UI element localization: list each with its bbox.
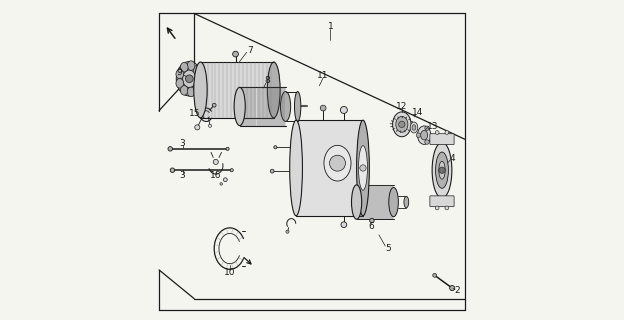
FancyBboxPatch shape	[430, 134, 454, 145]
Circle shape	[223, 178, 227, 182]
Ellipse shape	[412, 125, 416, 130]
Ellipse shape	[290, 120, 303, 216]
Ellipse shape	[280, 92, 291, 121]
Ellipse shape	[268, 62, 280, 118]
Circle shape	[274, 146, 277, 149]
Circle shape	[230, 169, 233, 172]
Circle shape	[425, 126, 429, 131]
Ellipse shape	[421, 130, 427, 140]
Circle shape	[226, 147, 229, 150]
Circle shape	[195, 125, 200, 130]
Text: 3: 3	[179, 171, 185, 180]
Text: 2: 2	[454, 286, 460, 295]
Circle shape	[329, 155, 346, 171]
Text: 5: 5	[386, 244, 391, 253]
Ellipse shape	[341, 222, 347, 228]
Ellipse shape	[439, 161, 445, 179]
Circle shape	[213, 159, 218, 164]
Text: 10: 10	[224, 268, 235, 277]
Circle shape	[360, 165, 366, 171]
Ellipse shape	[432, 142, 452, 198]
Ellipse shape	[351, 185, 362, 219]
Ellipse shape	[359, 146, 368, 190]
Ellipse shape	[183, 70, 196, 87]
Ellipse shape	[356, 120, 369, 216]
Circle shape	[445, 206, 449, 210]
Text: 1: 1	[328, 22, 333, 31]
Circle shape	[416, 133, 421, 137]
Circle shape	[170, 168, 175, 172]
Ellipse shape	[193, 83, 201, 92]
Ellipse shape	[234, 87, 245, 125]
Text: 12: 12	[396, 102, 407, 111]
Circle shape	[435, 131, 439, 134]
Text: 6: 6	[368, 222, 374, 231]
Text: 15: 15	[189, 109, 201, 118]
Text: 8: 8	[265, 76, 270, 85]
Text: 9: 9	[176, 68, 182, 77]
Ellipse shape	[295, 92, 301, 121]
Ellipse shape	[187, 61, 195, 70]
Ellipse shape	[176, 78, 183, 88]
FancyBboxPatch shape	[240, 87, 286, 125]
Circle shape	[435, 206, 439, 210]
Ellipse shape	[320, 105, 326, 111]
Text: 13: 13	[427, 122, 438, 131]
Circle shape	[233, 51, 238, 57]
Ellipse shape	[417, 126, 431, 144]
Ellipse shape	[389, 188, 398, 217]
Circle shape	[185, 75, 193, 83]
Circle shape	[286, 230, 289, 233]
Text: 11: 11	[318, 71, 329, 80]
Circle shape	[208, 124, 212, 127]
Circle shape	[168, 147, 172, 151]
Ellipse shape	[193, 65, 201, 75]
Ellipse shape	[180, 62, 188, 72]
Circle shape	[439, 167, 445, 173]
Text: 14: 14	[411, 108, 423, 117]
Ellipse shape	[176, 69, 183, 79]
Ellipse shape	[436, 152, 449, 188]
Ellipse shape	[404, 196, 409, 208]
Circle shape	[425, 140, 429, 144]
Ellipse shape	[176, 61, 202, 96]
Ellipse shape	[187, 87, 195, 97]
FancyBboxPatch shape	[356, 185, 394, 219]
Ellipse shape	[392, 112, 411, 137]
Circle shape	[212, 103, 216, 107]
FancyBboxPatch shape	[296, 120, 363, 216]
Ellipse shape	[180, 85, 188, 95]
Text: 3: 3	[179, 139, 185, 148]
Ellipse shape	[324, 145, 351, 181]
Text: 16: 16	[210, 171, 222, 180]
Ellipse shape	[340, 107, 348, 114]
Ellipse shape	[410, 122, 418, 133]
Ellipse shape	[196, 74, 203, 84]
Circle shape	[399, 121, 405, 127]
Circle shape	[450, 285, 455, 291]
FancyBboxPatch shape	[430, 196, 454, 207]
Circle shape	[220, 183, 223, 185]
Text: 4: 4	[449, 154, 455, 163]
Ellipse shape	[194, 62, 207, 118]
Circle shape	[369, 218, 374, 223]
Circle shape	[445, 131, 449, 134]
Circle shape	[270, 169, 274, 173]
Circle shape	[433, 273, 437, 277]
Text: 7: 7	[247, 45, 253, 55]
Ellipse shape	[396, 116, 408, 132]
FancyBboxPatch shape	[200, 62, 274, 118]
